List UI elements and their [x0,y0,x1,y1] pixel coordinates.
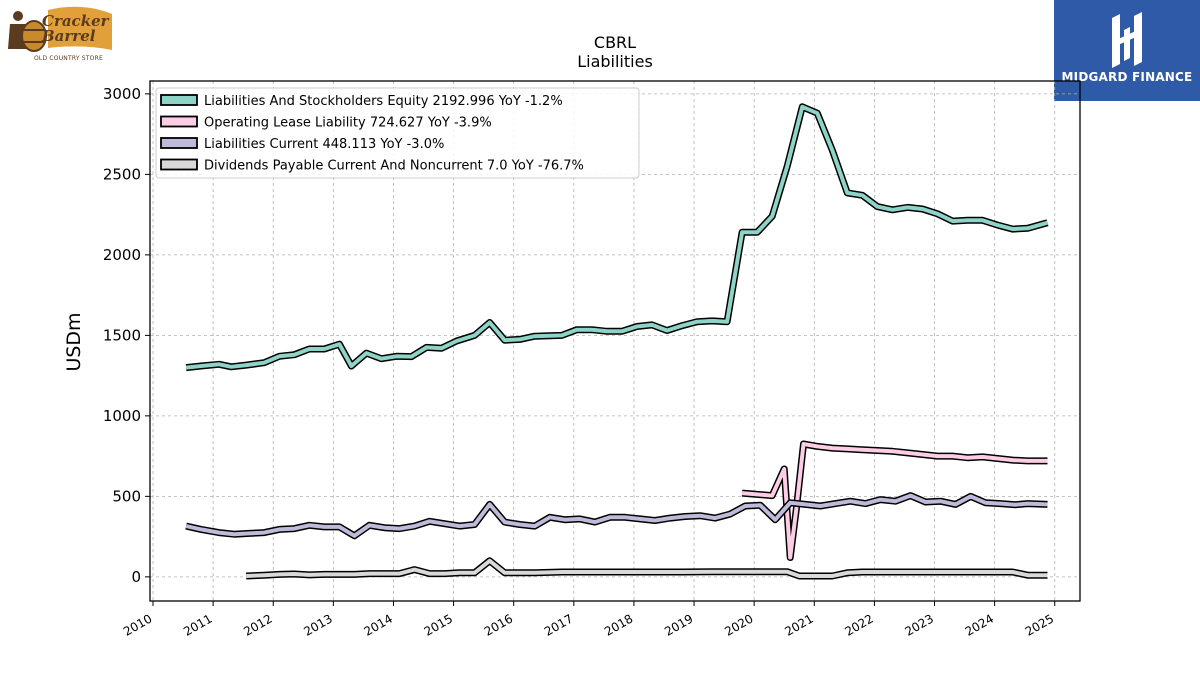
cracker-barrel-logo: Cracker Barrel OLD COUNTRY STORE [4,4,116,64]
brand-name: Cracker Barrel [42,12,109,45]
y-tick-label: 2000 [103,246,141,264]
legend: Liabilities And Stockholders Equity 2192… [155,87,640,179]
y-tick-label: 2500 [103,165,141,183]
legend-label-3: Dividends Payable Current And Noncurrent… [204,159,584,174]
x-tick-label: 2014 [362,611,395,638]
x-tick-label: 2017 [542,611,575,638]
y-axis-label: USDm [63,312,85,371]
legend-label-2: Liabilities Current 448.113 YoY -3.0% [204,137,444,152]
series-line-3 [246,558,1048,578]
series-line-1 [741,442,1048,560]
y-tick-label: 1000 [103,407,141,425]
x-tick-label: 2013 [301,611,334,638]
series-lines [185,103,1049,580]
x-tick-label: 2021 [782,611,815,638]
y-tick-label: 0 [131,568,141,586]
series-line-0 [185,104,1049,370]
x-tick-label: 2025 [1023,611,1056,638]
x-tick-label: 2022 [842,611,875,638]
chart-title: CBRL [594,33,636,52]
chart-subtitle: Liabilities [577,52,653,71]
series-line-2 [185,493,1048,538]
y-tick-label: 3000 [103,85,141,103]
legend-swatch-3 [160,158,198,171]
y-tick-label: 500 [112,487,141,505]
midgard-finance-logo: MIDGARD FINANCE [1054,0,1200,101]
x-tick-label: 2011 [181,611,214,638]
midgard-emblem-icon [1112,12,1142,68]
legend-swatch-1 [160,115,198,128]
legend-label-1: Operating Lease Liability 724.627 YoY -3… [204,116,492,131]
x-tick-label: 2015 [422,611,455,638]
brand-name: MIDGARD FINANCE [1061,70,1193,84]
brand-tagline: OLD COUNTRY STORE [34,55,103,62]
y-tick-label: 1500 [103,326,141,344]
legend-label-0: Liabilities And Stockholders Equity 2192… [204,94,563,109]
legend-swatch-2 [160,137,198,149]
x-tick-label: 2024 [963,611,996,638]
plot-frame [149,80,1081,602]
legend-swatch-0 [160,94,198,106]
legend-box [155,87,640,179]
barrel-icon [8,6,112,52]
x-tick-label: 2023 [903,611,936,638]
x-tick-label: 2010 [121,611,154,638]
x-tick-label: 2020 [722,611,755,638]
x-tick-label: 2016 [482,611,515,638]
x-tick-label: 2019 [662,611,695,638]
x-tick-label: 2018 [602,611,635,638]
x-tick-label: 2012 [241,611,274,638]
